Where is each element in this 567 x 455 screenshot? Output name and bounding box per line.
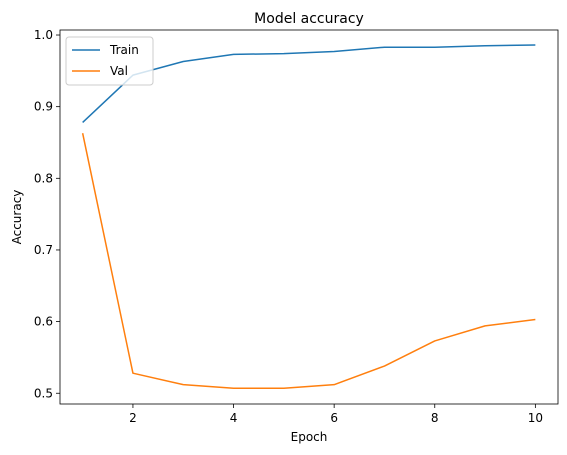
x-axis-label: Epoch [291, 430, 328, 444]
x-tick-label: 6 [330, 411, 338, 425]
x-tick-label: 8 [431, 411, 439, 425]
series-line-val [81, 133, 536, 389]
x-tick-label: 4 [230, 411, 238, 425]
legend-label-val: Val [110, 64, 128, 78]
y-tick-label: 0.7 [34, 243, 53, 257]
legend: Train Val [65, 36, 154, 86]
plot-area [81, 44, 536, 389]
plot-frame [59, 29, 559, 405]
y-axis-label: Accuracy [10, 190, 24, 245]
axis-ticks: 2 4 6 8 10 0.5 0.6 0.7 0.8 0.9 1.0 [34, 28, 543, 425]
y-tick-label: 1.0 [34, 28, 53, 42]
series-line-train [82, 44, 536, 123]
x-tick-label: 10 [528, 411, 543, 425]
x-tick-label: 2 [129, 411, 137, 425]
chart-title: Model accuracy [254, 11, 364, 27]
y-tick-label: 0.8 [34, 171, 53, 185]
y-tick-label: 0.6 [34, 315, 53, 329]
y-tick-label: 0.5 [34, 386, 53, 400]
y-tick-label: 0.9 [34, 100, 53, 114]
legend-box [65, 36, 154, 86]
legend-label-train: Train [109, 43, 139, 57]
